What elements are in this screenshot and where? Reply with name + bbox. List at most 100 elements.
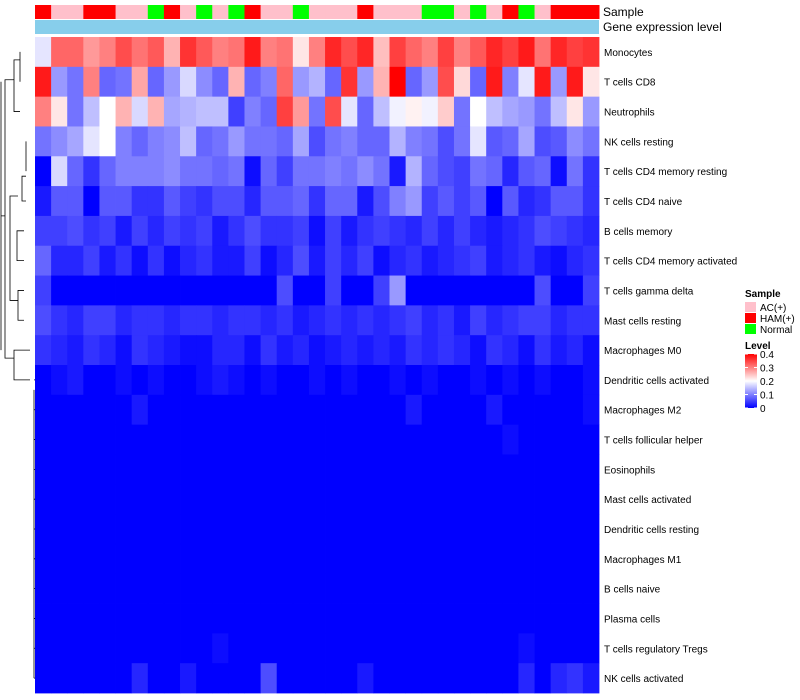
sample-annotation-cell — [437, 5, 455, 19]
heatmap-cell — [308, 394, 326, 426]
heatmap-cell — [453, 663, 471, 694]
heatmap-cell — [292, 305, 310, 336]
heatmap-cell — [147, 186, 165, 217]
heatmap-cell — [244, 66, 261, 98]
row-labels: Monocytes T cells CD8 Neutrophils NK cells … — [604, 48, 737, 685]
heatmap-cell — [228, 335, 245, 366]
heatmap-cell — [276, 126, 294, 157]
row-dendrogram — [0, 51, 35, 679]
heatmap-cell — [437, 424, 455, 455]
heatmap-cell — [35, 633, 52, 664]
heatmap-cell — [67, 275, 84, 306]
heatmap-cell — [212, 96, 229, 127]
heatmap-cell — [228, 215, 245, 247]
heatmap-cell — [244, 543, 261, 575]
heatmap-cell — [276, 633, 294, 664]
heatmap-cell — [325, 305, 342, 336]
heatmap-cell — [502, 663, 519, 694]
sample-annotation-cell — [534, 5, 552, 19]
heatmap-cell — [212, 663, 229, 694]
heatmap-cell — [550, 663, 568, 694]
heatmap-cell — [421, 186, 439, 217]
sample-annotation-cell — [99, 5, 117, 19]
heatmap-cell — [453, 37, 471, 68]
heatmap-cell — [373, 484, 390, 515]
heatmap-cell — [180, 37, 197, 68]
sample-legend-label: AC(+) — [760, 303, 786, 314]
heatmap-cell — [453, 454, 471, 485]
sample-annotation-cell — [228, 5, 245, 19]
heatmap-cell — [115, 156, 133, 187]
heatmap-cell — [99, 603, 116, 634]
heatmap-cell — [405, 96, 423, 127]
heatmap-cell — [212, 603, 229, 634]
heatmap-cell — [180, 245, 197, 276]
heatmap-cell — [35, 543, 52, 575]
heatmap-cell — [341, 365, 358, 396]
row-label: Macrophages M1 — [604, 555, 682, 566]
heatmap-cell — [389, 573, 407, 604]
heatmap-cell — [373, 126, 390, 157]
heatmap-cell — [180, 275, 197, 306]
heatmap-cell — [67, 633, 84, 664]
heatmap-cell — [582, 365, 600, 396]
sample-annotation-cell — [83, 5, 100, 19]
heatmap-cell — [582, 37, 600, 68]
heatmap-cell — [147, 514, 165, 545]
sample-annotation-cell — [566, 5, 584, 19]
heatmap-cell — [83, 305, 100, 336]
heatmap-cell — [437, 514, 455, 545]
heatmap-cell — [35, 66, 52, 98]
heatmap-cell — [115, 275, 133, 306]
heatmap-cell — [147, 156, 165, 187]
heatmap-cell — [163, 514, 181, 545]
heatmap-cell — [196, 305, 213, 336]
heatmap-cell — [421, 126, 439, 157]
heatmap-cell — [421, 394, 439, 426]
heatmap-cell — [244, 633, 261, 664]
heatmap-cell — [566, 663, 584, 694]
heatmap-cell — [67, 37, 84, 68]
heatmap-cell — [405, 365, 423, 396]
heatmap-cell — [244, 335, 261, 366]
heatmap-cell — [131, 66, 149, 98]
heatmap-cell — [534, 186, 552, 217]
heatmap-cell — [99, 126, 116, 157]
heatmap-cell — [196, 335, 213, 366]
heatmap-cell — [486, 633, 503, 664]
heatmap-cell — [196, 37, 213, 68]
heatmap-cell — [550, 305, 568, 336]
heatmap-cell — [35, 96, 52, 127]
sample-annotation-cell — [518, 5, 536, 19]
heatmap-cell — [421, 365, 439, 396]
heatmap-cell — [405, 275, 423, 306]
heatmap-cell — [147, 394, 165, 426]
heatmap-cell — [389, 66, 407, 98]
heatmap-cell — [486, 156, 503, 187]
heatmap-cell — [260, 633, 278, 664]
sample-annotation-cell — [131, 5, 149, 19]
heatmap-cell — [163, 186, 181, 217]
heatmap-cell — [373, 543, 390, 575]
heatmap-cell — [437, 275, 455, 306]
heatmap-cell — [518, 37, 535, 68]
heatmap-cell — [147, 424, 165, 455]
row-label: NK cells activated — [604, 674, 683, 685]
heatmap-cell — [308, 66, 326, 98]
heatmap-cell — [67, 96, 84, 127]
heatmap-cell — [470, 37, 487, 68]
heatmap-cell — [180, 96, 197, 127]
heatmap-cell — [308, 663, 326, 694]
heatmap-cell — [244, 305, 261, 336]
heatmap-cell — [196, 365, 213, 396]
heatmap-cell — [163, 394, 181, 426]
heatmap-cell — [244, 484, 261, 515]
heatmap-cell — [550, 514, 568, 545]
heatmap-cell — [486, 603, 503, 634]
heatmap-cell — [357, 603, 374, 634]
heatmap-cell — [421, 514, 439, 545]
heatmap-cell — [308, 37, 326, 68]
heatmap-cell — [308, 186, 326, 217]
heatmap-cell — [550, 245, 568, 276]
sample-legend-swatch — [745, 324, 756, 334]
